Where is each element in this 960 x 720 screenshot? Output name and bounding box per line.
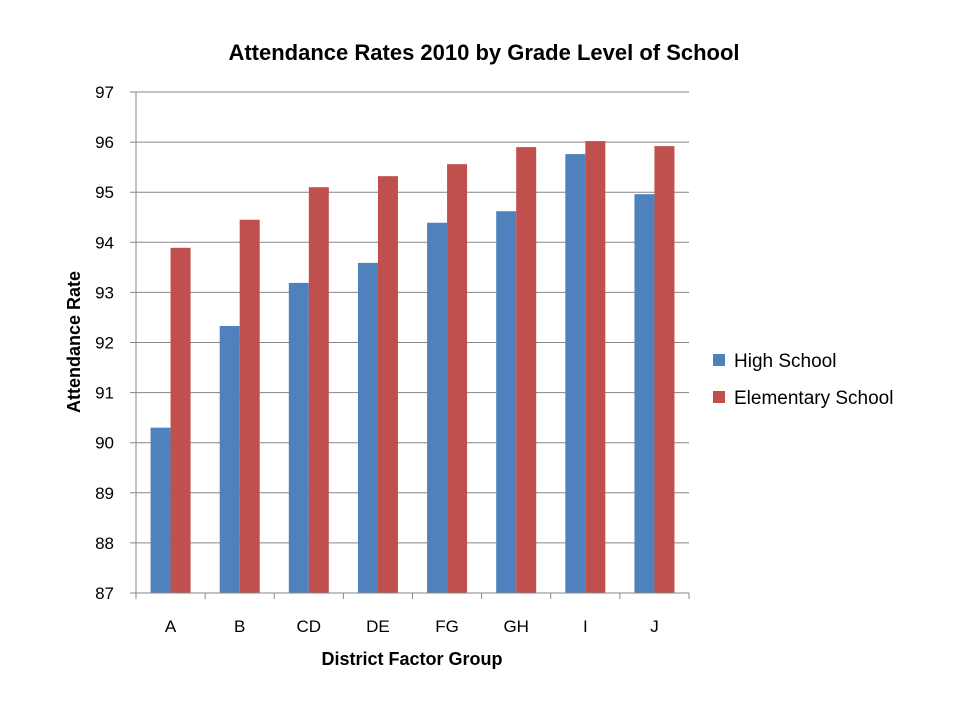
x-tick-label: A xyxy=(165,617,177,636)
bars xyxy=(150,141,675,594)
y-tick-label: 88 xyxy=(95,534,114,553)
bar-high-school-i xyxy=(565,154,586,593)
legend-swatch xyxy=(713,391,725,403)
y-tick-label: 90 xyxy=(95,434,114,453)
bar-elementary-school-gh xyxy=(516,147,537,594)
legend: High School Elementary School xyxy=(713,351,893,409)
y-tick-label: 95 xyxy=(95,183,114,202)
bar-elementary-school-j xyxy=(654,146,675,593)
bar-high-school-cd xyxy=(288,282,309,593)
bar-high-school-gh xyxy=(496,211,517,593)
bar-elementary-school-de xyxy=(377,176,398,593)
legend-label: High School xyxy=(734,351,836,372)
y-tick-labels: 87 88 89 90 91 92 93 94 95 96 97 xyxy=(95,83,114,603)
bar-elementary-school-a xyxy=(170,247,191,593)
x-tick-label: I xyxy=(583,617,588,636)
x-tick-label: CD xyxy=(297,617,322,636)
x-tick-label: B xyxy=(234,617,245,636)
x-tick-label: DE xyxy=(366,617,390,636)
bar-elementary-school-i xyxy=(585,141,606,593)
x-tick-label: GH xyxy=(503,617,529,636)
y-tick-label: 92 xyxy=(95,334,114,353)
y-tick-label: 97 xyxy=(95,83,114,102)
x-tick-labels: A B CD DE FG GH I J xyxy=(165,617,659,636)
bar-elementary-school-cd xyxy=(308,187,329,593)
bar-high-school-a xyxy=(150,427,171,593)
y-tick-label: 96 xyxy=(95,133,114,152)
chart-title: Attendance Rates 2010 by Grade Level of … xyxy=(228,40,739,65)
bar-elementary-school-fg xyxy=(447,164,468,594)
legend-swatch xyxy=(713,354,725,366)
y-tick-label: 91 xyxy=(95,384,114,403)
y-tick-label: 87 xyxy=(95,584,114,603)
x-tick-label: FG xyxy=(435,617,459,636)
y-axis-label: Attendance Rate xyxy=(64,271,84,413)
axes xyxy=(135,92,690,599)
y-tick-label: 93 xyxy=(95,283,114,302)
x-axis-label: District Factor Group xyxy=(321,649,502,669)
bar-elementary-school-b xyxy=(239,219,260,593)
x-tick-label: J xyxy=(650,617,659,636)
bar-high-school-j xyxy=(634,194,655,594)
y-tick-label: 89 xyxy=(95,484,114,503)
legend-label: Elementary School xyxy=(734,388,893,409)
bar-high-school-b xyxy=(219,325,240,593)
y-tick-label: 94 xyxy=(95,233,114,252)
bar-high-school-fg xyxy=(427,222,448,594)
bar-high-school-de xyxy=(357,262,378,593)
